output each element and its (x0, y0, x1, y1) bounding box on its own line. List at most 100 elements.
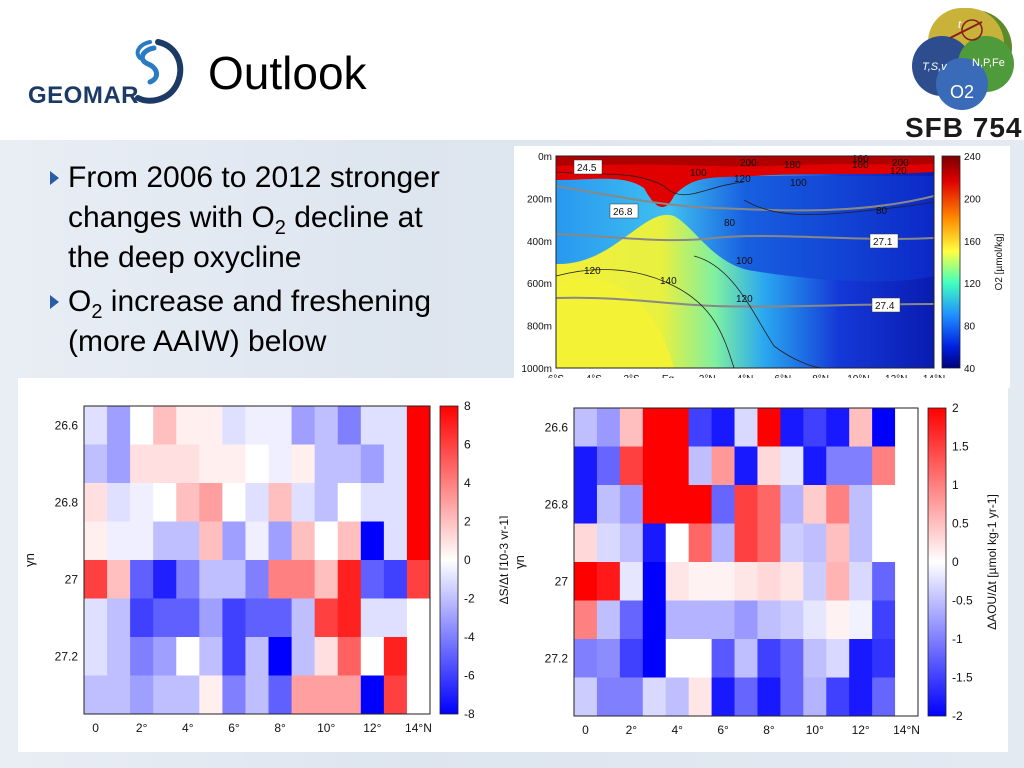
aou-cell (803, 639, 827, 678)
aou-cell (849, 485, 873, 524)
salinity-cell (130, 598, 154, 638)
salinity-cell (84, 560, 108, 599)
salinity-colorbar-tick: -4 (464, 630, 475, 644)
aou-cell (895, 600, 919, 640)
salinity-cell (176, 406, 200, 445)
salinity-x-tick: 4° (182, 721, 194, 735)
o2-colorbar-tick: 240 (964, 152, 981, 163)
aou-cell (849, 639, 873, 678)
aou-cell (596, 446, 621, 486)
salinity-cell (383, 675, 408, 715)
salinity-cell (245, 675, 270, 715)
salinity-cell (314, 483, 339, 522)
aou-cell (780, 446, 804, 486)
salinity-cell (84, 444, 108, 484)
salinity-cell (360, 560, 385, 599)
aou-cell (619, 485, 644, 524)
aou-cell (895, 523, 919, 563)
aou-colorbar-tick: -1.5 (952, 671, 973, 685)
salinity-cell (199, 637, 223, 676)
section-y-tick: 800m (527, 322, 552, 333)
slide-title: Outlook (208, 47, 367, 99)
aou-cell (803, 523, 827, 563)
aou-cell (803, 446, 827, 486)
salinity-cell (268, 675, 293, 715)
aou-cell (688, 639, 713, 678)
svg-text:100: 100 (690, 168, 707, 179)
svg-text:120: 120 (734, 174, 751, 185)
salinity-cell (84, 598, 108, 638)
salinity-x-tick: 12° (363, 721, 381, 735)
salinity-cell (176, 675, 200, 715)
salinity-y-tick: 26.8 (55, 495, 79, 509)
aou-cell (665, 485, 690, 524)
section-y-tick: 400m (527, 237, 552, 248)
salinity-cell (199, 521, 223, 561)
salinity-cell (107, 444, 131, 484)
salinity-cell (199, 406, 223, 445)
aou-x-tick: 6° (717, 723, 729, 737)
salinity-colorbar-tick: 6 (464, 438, 471, 452)
svg-text:120: 120 (584, 266, 601, 277)
salinity-cell (130, 521, 154, 561)
salinity-cell (153, 483, 177, 522)
bullet-triangle-icon (50, 295, 59, 309)
o2-colorbar-tick: 40 (964, 364, 976, 375)
aou-y-label: γn (512, 555, 527, 569)
aou-cell (849, 408, 873, 447)
salinity-cell (199, 598, 223, 638)
svg-text:140: 140 (660, 276, 677, 287)
salinity-cell (291, 483, 316, 522)
salinity-cell (360, 444, 385, 484)
bullet-2-line-1: O2 increase and freshening (68, 285, 432, 323)
aou-cell (826, 677, 850, 717)
aou-cell (596, 523, 621, 563)
svg-text:180: 180 (784, 160, 801, 171)
salinity-cell (84, 675, 108, 715)
salinity-cell (107, 483, 131, 522)
salinity-cell (360, 406, 385, 445)
salinity-colorbar-tick: -8 (464, 707, 475, 721)
salinity-cell (383, 444, 408, 484)
salinity-cell (153, 521, 177, 561)
salinity-cell (337, 675, 362, 715)
salinity-cell (406, 406, 431, 445)
sfb-logo-icon: t T,S,v N,P,Fe O2 (902, 8, 1018, 116)
aou-cell (574, 600, 598, 640)
aou-cell (803, 677, 827, 717)
sfb-text: SFB 754 (905, 112, 1023, 143)
aou-cell (734, 562, 758, 601)
salinity-cell (360, 598, 385, 638)
salinity-cell (245, 521, 270, 561)
salinity-cell (199, 444, 223, 484)
salinity-cell (130, 637, 154, 676)
aou-cell (688, 523, 713, 563)
salinity-cell (84, 483, 108, 522)
salinity-cell (360, 521, 385, 561)
aou-cell (757, 446, 781, 486)
svg-text:27.4: 27.4 (875, 301, 895, 312)
salinity-cell (222, 598, 246, 638)
aou-y-ticks: 26.6 26.8 27 27.2 (545, 420, 569, 665)
aou-cell (849, 677, 873, 717)
aou-cell (596, 600, 621, 640)
aou-cell (711, 485, 736, 524)
svg-text:120: 120 (890, 166, 907, 177)
aou-cell (619, 408, 644, 447)
salinity-x-tick: 2° (136, 721, 148, 735)
aou-cell (780, 600, 804, 640)
salinity-cell (84, 521, 108, 561)
aou-cell (803, 408, 827, 447)
salinity-cell (291, 560, 316, 599)
salinity-colorbar-tick: -6 (464, 669, 475, 683)
aou-cell (688, 677, 713, 717)
aou-cell (780, 523, 804, 563)
salinity-cell (383, 637, 408, 676)
aou-y-tick: 26.8 (545, 497, 569, 511)
aou-cell (803, 600, 827, 640)
salinity-cell (337, 560, 362, 599)
aou-cell (757, 408, 781, 447)
salinity-cell (406, 560, 431, 599)
aou-cell (734, 485, 758, 524)
salinity-colorbar-tick: 0 (464, 553, 471, 567)
